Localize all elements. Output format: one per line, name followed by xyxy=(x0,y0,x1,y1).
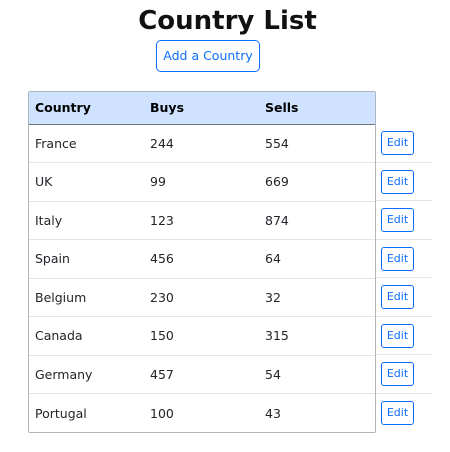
cell-country: Italy xyxy=(29,201,144,240)
cell-country: Canada xyxy=(29,316,144,356)
cell-sells: 32 xyxy=(259,278,375,317)
cell-buys: 244 xyxy=(144,124,259,163)
cell-sells: 54 xyxy=(259,355,375,394)
table-row: Spain 456 64 xyxy=(29,239,375,279)
cell-buys: 230 xyxy=(144,278,259,317)
column-header-sells: Sells xyxy=(259,92,375,125)
cell-country: UK xyxy=(29,162,144,202)
cell-buys: 456 xyxy=(144,239,259,279)
table-row: UK 99 669 xyxy=(29,162,375,202)
edit-cell: Edit xyxy=(376,124,432,163)
cell-buys: 150 xyxy=(144,316,259,356)
table-row: Canada 150 315 xyxy=(29,316,375,356)
edit-button-canada[interactable]: Edit xyxy=(381,323,414,348)
column-header-country: Country xyxy=(29,92,144,125)
table-row: France 244 554 xyxy=(29,124,375,163)
cell-buys: 100 xyxy=(150,405,174,421)
edit-button-uk[interactable]: Edit xyxy=(381,169,414,194)
edit-cell: Edit xyxy=(376,240,432,278)
edit-cell: Edit xyxy=(376,317,432,355)
cell-buys: 123 xyxy=(144,201,259,240)
country-table: Country Buys Sells France 244 554 UK 99 … xyxy=(28,91,376,433)
cell-buys: 457 xyxy=(144,355,259,394)
table-row: Germany 457 54 xyxy=(29,355,375,394)
cell-sells: 554 xyxy=(259,124,375,163)
edit-cell: Edit xyxy=(376,278,432,317)
edit-button-france[interactable]: Edit xyxy=(381,131,414,155)
table-row: Italy 123 874 xyxy=(29,201,375,240)
edit-cell: Edit xyxy=(376,355,432,394)
cell-sells: 64 xyxy=(259,239,375,279)
cell-country: Spain xyxy=(29,239,144,279)
cell-buys: 99 xyxy=(144,162,259,202)
edit-button-spain[interactable]: Edit xyxy=(381,246,414,271)
cell-sells: 874 xyxy=(259,201,375,240)
cell-country: Portugal xyxy=(35,405,87,421)
edit-button-portugal[interactable]: Edit xyxy=(381,400,414,425)
page-title: Country List xyxy=(138,6,317,36)
edit-actions-column: Edit Edit Edit Edit Edit Edit Edit Edit xyxy=(376,124,432,432)
edit-cell: Edit xyxy=(376,201,432,240)
edit-cell: Edit xyxy=(376,394,432,433)
cell-sells: 315 xyxy=(259,316,375,356)
edit-cell: Edit xyxy=(376,163,432,201)
cell-sells: 669 xyxy=(259,162,375,202)
edit-button-germany[interactable]: Edit xyxy=(381,362,414,386)
add-country-button[interactable]: Add a Country xyxy=(156,40,260,72)
cell-country: Germany xyxy=(29,355,144,394)
cell-country: France xyxy=(29,124,144,163)
table-row: Belgium 230 32 xyxy=(29,278,375,317)
table-row: Portugal 100 43 xyxy=(29,394,375,433)
cell-sells: 43 xyxy=(265,405,281,421)
edit-button-italy[interactable]: Edit xyxy=(381,208,414,232)
column-header-buys: Buys xyxy=(144,92,259,125)
cell-country: Belgium xyxy=(29,278,144,317)
table-header-row: Country Buys Sells xyxy=(29,92,375,125)
edit-button-belgium[interactable]: Edit xyxy=(381,285,414,309)
